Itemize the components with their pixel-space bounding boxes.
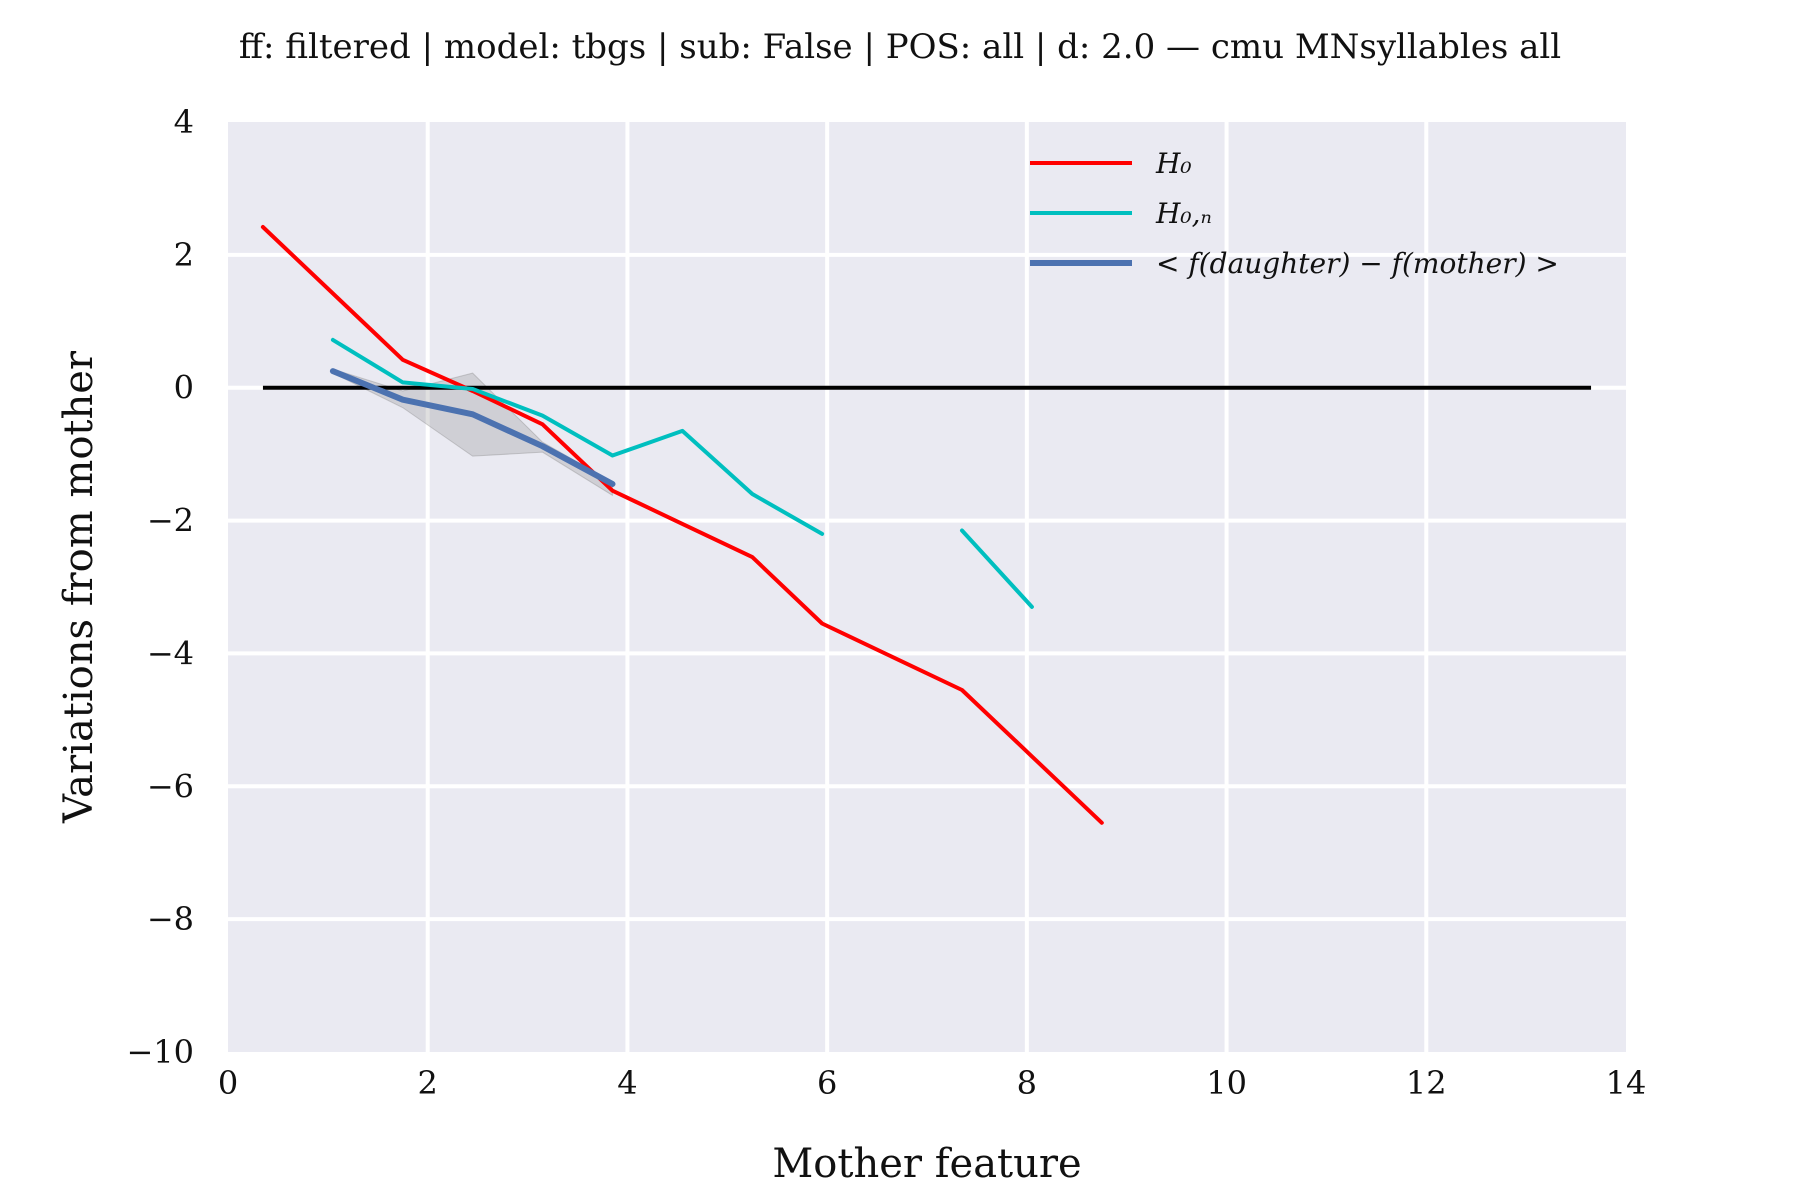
x-tick-label: 2 — [418, 1064, 438, 1102]
y-tick-label: 2 — [174, 236, 194, 274]
series-line-0 — [260, 225, 1104, 825]
x-tick-label: 8 — [1017, 1064, 1037, 1102]
legend-entry: H₀,ₙ — [1155, 197, 1212, 230]
x-tick-label: 4 — [617, 1064, 637, 1102]
x-tick-label: 10 — [1206, 1064, 1247, 1102]
y-tick-label: −6 — [147, 767, 194, 805]
y-tick-label: 0 — [174, 369, 194, 407]
x-tick-label: 6 — [817, 1064, 837, 1102]
y-tick-label: 4 — [174, 103, 194, 141]
y-tick-label: −4 — [147, 634, 194, 672]
tick-labels: 0 2 4 6 8 10 12 14 4 2 0 −2 −4 −6 −8 −10 — [126, 103, 1646, 1102]
series-lines — [260, 225, 1592, 825]
y-tick-label: −10 — [126, 1033, 194, 1071]
x-tick-label: 14 — [1606, 1064, 1647, 1102]
legend: H₀ H₀,ₙ < f(daughter) − f(mother) > — [1030, 147, 1559, 280]
chart-title: ff: filtered | model: tbgs | sub: False … — [239, 27, 1561, 67]
series-line-2 — [329, 368, 616, 487]
y-axis-label: Variations from mother — [56, 350, 102, 824]
series-line-1 — [960, 528, 1034, 609]
legend-entry: < f(daughter) − f(mother) > — [1156, 247, 1559, 280]
plot-area — [228, 122, 1626, 1052]
y-tick-label: −2 — [147, 502, 194, 540]
x-tick-label: 0 — [218, 1064, 238, 1102]
y-tick-label: −8 — [147, 900, 194, 938]
x-tick-label: 12 — [1406, 1064, 1447, 1102]
legend-entry: H₀ — [1155, 147, 1192, 180]
series-line-1 — [330, 337, 825, 536]
x-axis-label: Mother feature — [772, 1141, 1081, 1187]
